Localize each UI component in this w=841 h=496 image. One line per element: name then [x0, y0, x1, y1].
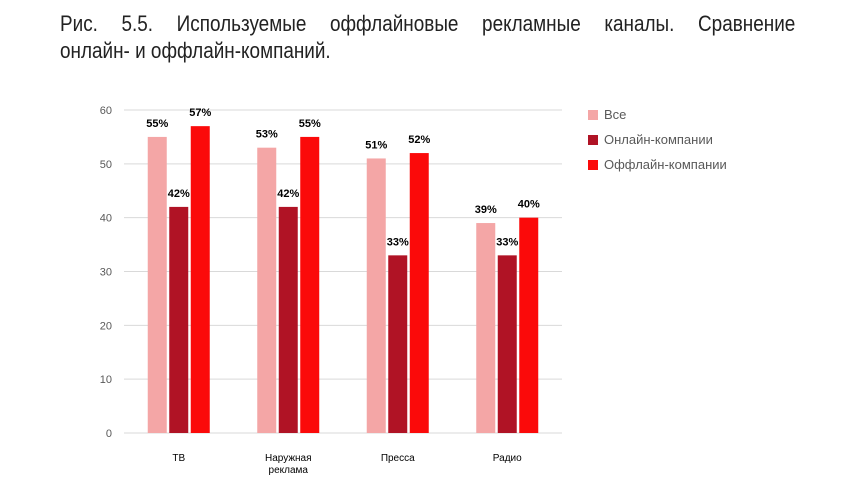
bar [366, 158, 386, 433]
x-tick-label: реклама [269, 465, 309, 476]
y-tick-label: 0 [106, 428, 112, 440]
legend-item-all: Все [588, 102, 727, 127]
bar [190, 126, 210, 434]
figure-caption: Рис. 5.5. Используемые оффлайновые рекла… [60, 10, 795, 64]
data-label: 57% [189, 107, 211, 119]
bar [300, 136, 320, 433]
bar [147, 136, 167, 433]
bar [169, 206, 189, 433]
data-label: 55% [299, 118, 321, 130]
bar [409, 153, 429, 434]
legend-label-offline: Оффлайн-компании [604, 157, 727, 172]
x-tick-label: Наружная [265, 453, 312, 464]
y-tick-label: 20 [100, 320, 112, 332]
data-label: 42% [277, 188, 299, 200]
y-tick-label: 10 [100, 374, 112, 386]
chart-legend: Все Онлайн-компании Оффлайн-компании [588, 102, 727, 177]
legend-label-all: Все [604, 107, 627, 122]
caption-line-1: Рис. 5.5. Используемые оффлайновые рекла… [60, 11, 796, 36]
y-tick-label: 50 [100, 159, 112, 171]
data-label: 53% [256, 129, 278, 141]
x-tick-label: ТВ [172, 453, 185, 464]
bar [519, 217, 539, 433]
legend-swatch-all [588, 109, 598, 120]
bar [257, 147, 277, 433]
legend-label-online: Онлайн-компании [604, 132, 713, 147]
legend-item-offline: Оффлайн-компании [588, 152, 727, 177]
legend-swatch-offline [588, 159, 598, 170]
bar [497, 255, 517, 433]
caption-line-2: онлайн- и оффлайн-компаний. [60, 38, 331, 63]
data-label: 39% [475, 204, 497, 216]
y-tick-label: 30 [100, 267, 112, 279]
x-tick-label: Радио [493, 453, 522, 464]
data-label: 33% [387, 236, 409, 248]
y-tick-label: 40 [100, 213, 112, 225]
data-label: 51% [365, 139, 387, 151]
bar [476, 223, 496, 433]
data-label: 52% [408, 134, 430, 146]
legend-item-online: Онлайн-компании [588, 127, 727, 152]
data-label: 33% [496, 236, 518, 248]
data-label: 42% [168, 188, 190, 200]
bar [278, 206, 298, 433]
x-tick-label: Пресса [381, 453, 415, 464]
data-label: 40% [518, 199, 540, 211]
legend-swatch-online [588, 134, 598, 145]
y-tick-label: 60 [100, 105, 112, 117]
data-label: 55% [146, 118, 168, 130]
bar [388, 255, 408, 433]
